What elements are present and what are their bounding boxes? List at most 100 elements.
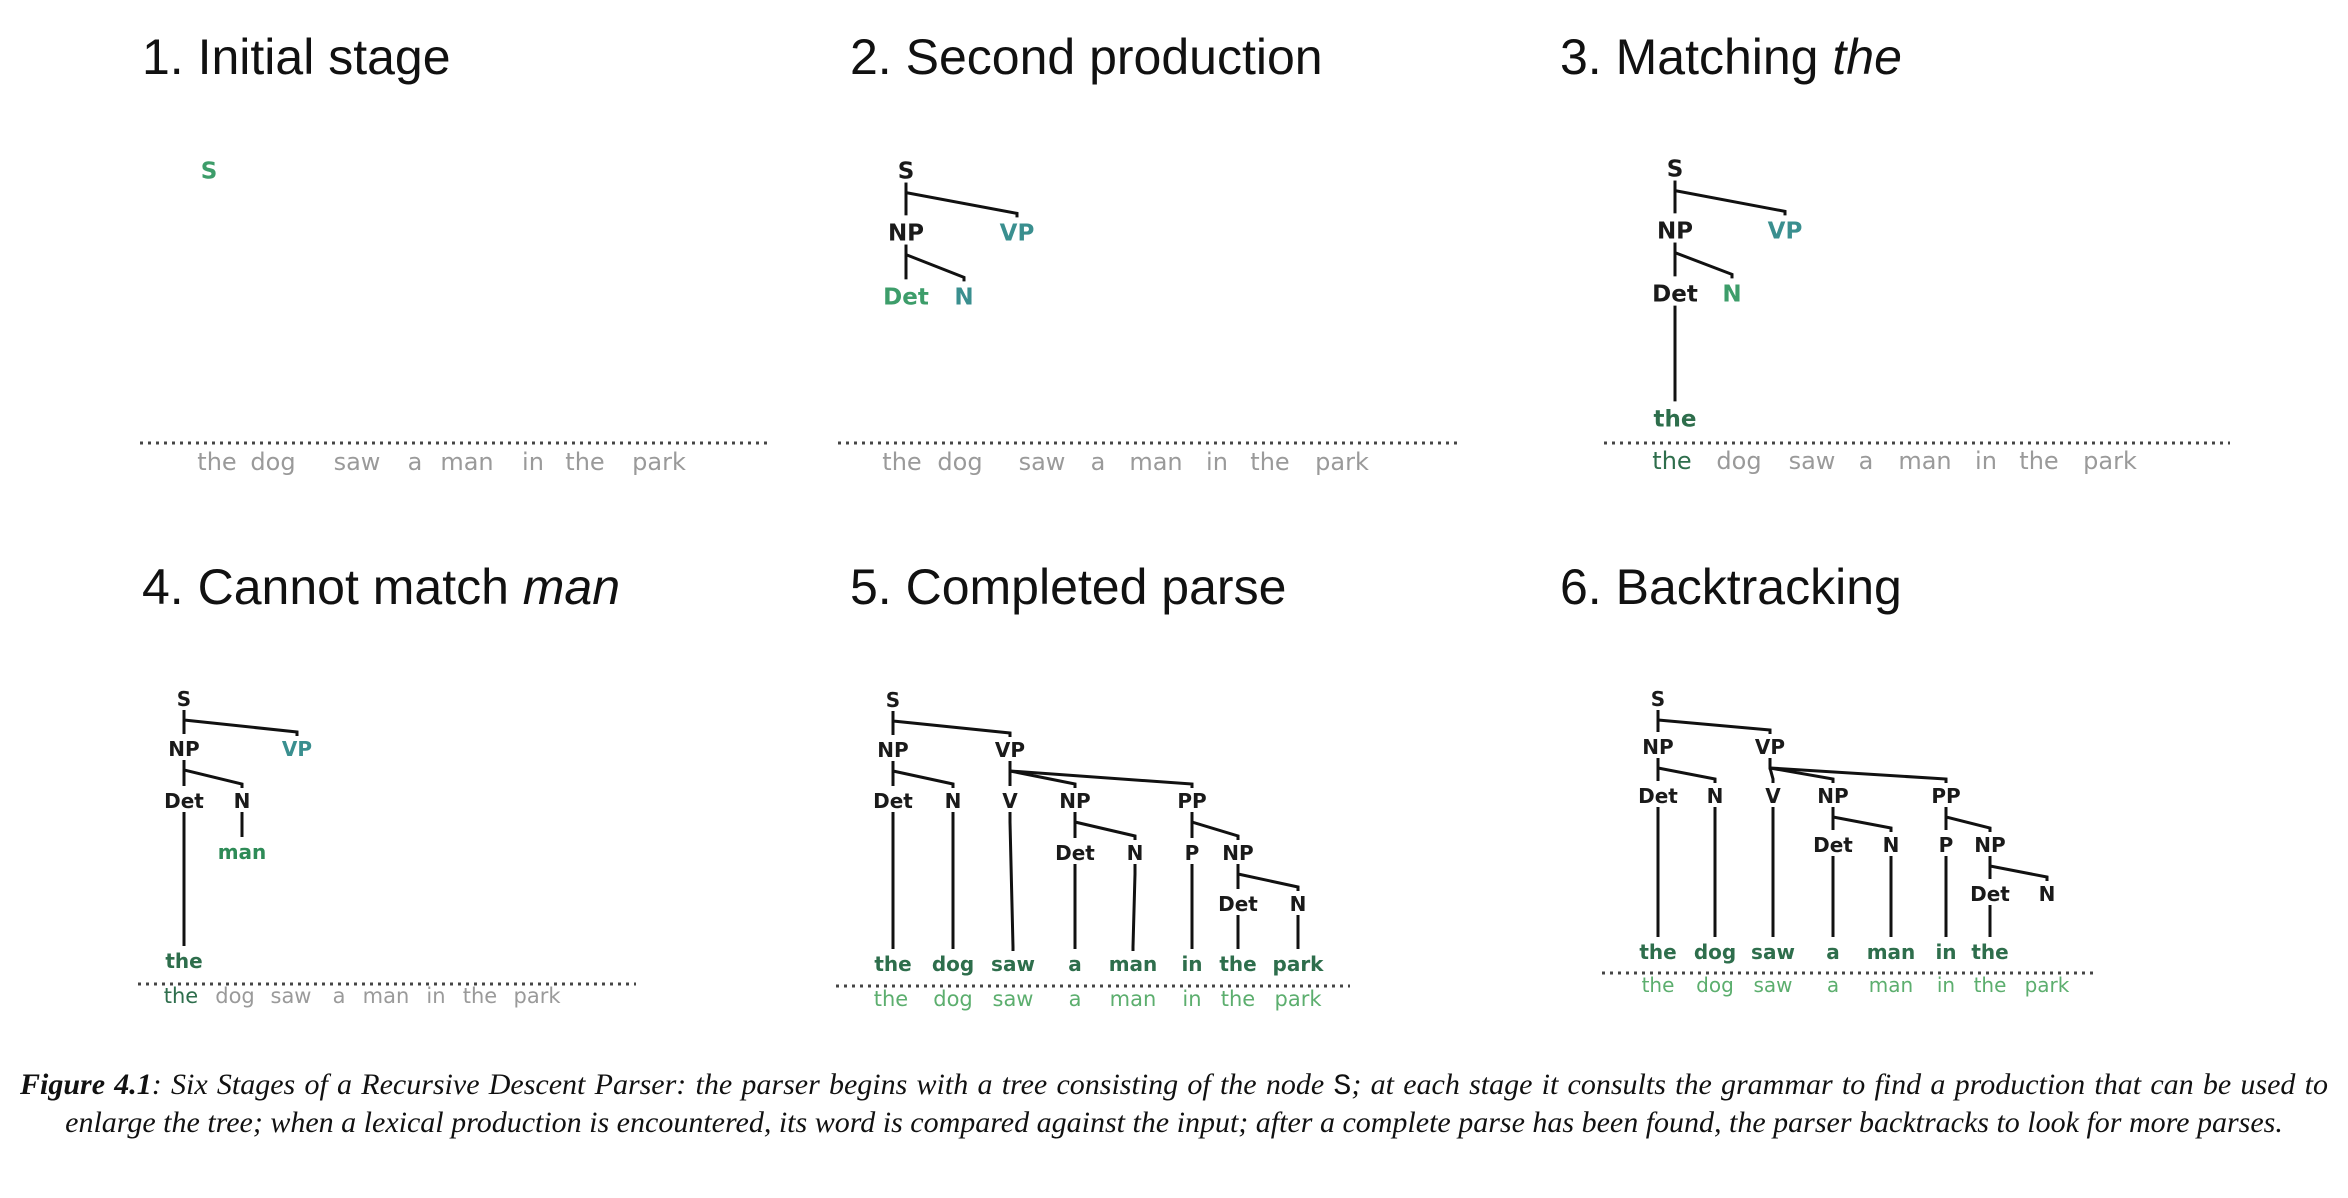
tree-leaf-word: in [1935,940,1956,964]
input-word: the [1974,973,2007,997]
input-word: in [426,984,445,1008]
tree-node: S [1651,687,1665,711]
tree-node: S [898,158,915,184]
tree-edge [182,760,244,788]
tree-node: P [1185,841,1200,865]
caption-node: S [1333,1070,1352,1104]
input-word: park [1315,448,1369,476]
tree-node: Det [1813,833,1853,857]
tree-node: Det [1218,892,1258,916]
input-word: dog [1716,447,1761,475]
input-word: the [874,987,908,1011]
caption-text-after: ; at each stage it consults the grammar … [65,1068,2329,1139]
tree-edge [182,710,299,736]
panel-title-text: Cannot match [197,559,523,615]
tree-leaf-word: the [165,949,202,973]
panel-title-6: 6. Backtracking [1560,562,1902,612]
tree-node: NP [1974,833,2005,857]
input-word: saw [1019,448,1066,476]
panel-title-5: 5. Completed parse [850,562,1286,612]
panel-number: 2. [850,29,892,85]
input-word: a [333,984,346,1008]
input-word: dog [937,448,982,476]
tree-leaf-word: the [1639,940,1676,964]
caption-text-before: : Six Stages of a Recursive Descent Pars… [151,1068,1334,1101]
tree-edge [1008,761,1194,788]
tree-leaf-word: saw [1751,940,1795,964]
input-word: saw [334,448,381,476]
input-word: dog [933,987,973,1011]
input-word: saw [993,987,1034,1011]
input-word: park [514,984,562,1008]
input-word: the [1221,987,1255,1011]
input-word: dog [1696,973,1734,997]
tree-edge [1768,758,1948,783]
tree-node: S [201,158,218,184]
tree-leaf-word: man [1109,952,1158,976]
input-word: the [565,448,604,476]
input-word: the [882,448,921,476]
input-word: in [1206,448,1228,476]
input-word: the [197,448,236,476]
input-word: man [1898,447,1951,475]
tree-leaf-word: a [1068,952,1082,976]
input-word: saw [1753,973,1792,997]
input-word: man [1110,987,1157,1011]
tree-node: NP [888,220,924,246]
tree-node: S [886,688,900,712]
input-word: a [408,448,423,476]
tree-node: VP [1000,220,1035,246]
input-word: a [1069,987,1082,1011]
input-word: a [1827,973,1839,997]
tree-leaf-word: park [1273,952,1325,976]
input-word: man [363,984,410,1008]
panel-title-4: 4. Cannot match man [142,562,620,612]
input-word: the [2019,447,2058,475]
tree-leaf-word: the [1971,940,2008,964]
tree-edge [1673,180,1787,216]
input-word: dog [250,448,295,476]
tree-leaf-word: saw [991,952,1035,976]
tree-leaf-word: the [1654,406,1697,432]
input-word: saw [271,984,312,1008]
tree-edge [1673,242,1734,279]
input-word: in [522,448,544,476]
tree-edge [891,761,955,788]
input-word: the [1250,448,1289,476]
tree-node: Det [1652,281,1698,307]
tree-node: NP [1657,218,1693,244]
tree-node: PP [1177,789,1206,813]
tree-node: VP [1768,218,1803,244]
tree-leaf-word: in [1181,952,1202,976]
tree-node: N [2039,882,2056,906]
panel-number: 6. [1560,559,1602,615]
tree-leaf-word: man [218,840,267,864]
tree-node: NP [1222,841,1253,865]
input-word: in [1182,987,1201,1011]
panel-title-italic: the [1832,29,1902,85]
tree-edge [904,244,966,282]
tree-node: VP [995,738,1025,762]
input-word: man [440,448,493,476]
input-word: the [463,984,497,1008]
tree-node: P [1939,833,1954,857]
caption-label: Figure 4.1 [20,1068,152,1101]
tree-edge [1656,710,1772,734]
tree-node: N [1127,841,1144,865]
tree-edge [1008,812,1015,951]
tree-edge [1073,812,1137,840]
tree-node: Det [164,789,204,813]
input-word: a [1091,448,1106,476]
input-word: in [1937,973,1955,997]
tree-leaf-word: dog [932,952,974,976]
tree-node: VP [1755,735,1785,759]
tree-node: VP [282,737,312,761]
input-word: in [1975,447,1997,475]
tree-node: N [1707,784,1724,808]
